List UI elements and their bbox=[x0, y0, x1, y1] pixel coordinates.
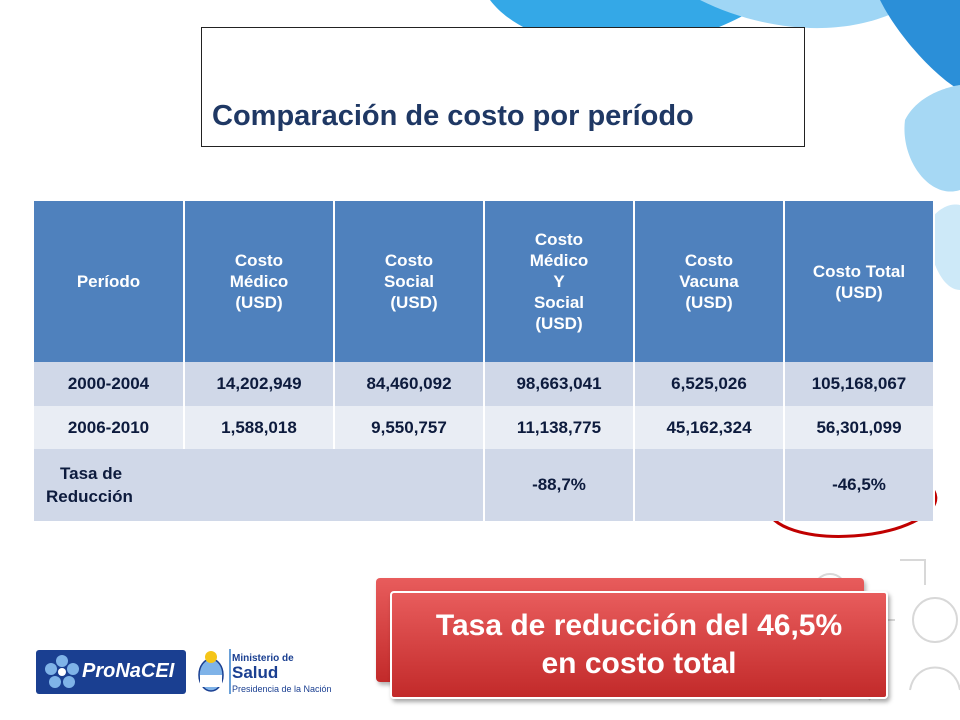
logo-divider bbox=[229, 649, 231, 694]
flower-icon bbox=[45, 655, 79, 688]
header-costo-medico-social: Costo Médico Y Social (USD) bbox=[484, 201, 635, 362]
ministerio-salud-logo: Ministerio de Salud Presidencia de la Na… bbox=[196, 645, 366, 700]
cell-vacuna: 6,525,026 bbox=[634, 362, 785, 406]
table-row: 2006-2010 1,588,018 9,550,757 11,138,775… bbox=[34, 406, 935, 449]
callout-line-2: en costo total bbox=[541, 647, 737, 680]
ministerio-line-2: Salud bbox=[232, 663, 279, 682]
callout-line-1: Tasa de reducción del 46,5% bbox=[435, 609, 843, 642]
cell-medico-social: 11,138,775 bbox=[484, 406, 635, 449]
pronacei-logo: ProNaCEI bbox=[36, 650, 186, 694]
title-box: Comparación de costo por período bbox=[201, 27, 805, 147]
cell-medico: 14,202,949 bbox=[184, 362, 335, 406]
reduction-medico-social: -88,7% bbox=[484, 449, 635, 521]
cell-period: 2000-2004 bbox=[34, 362, 185, 406]
reduction-row: Tasa de Reducción -88,7% -46,5% bbox=[34, 449, 935, 521]
cell-social: 84,460,092 bbox=[334, 362, 485, 406]
cell-vacuna: 45,162,324 bbox=[634, 406, 785, 449]
header-costo-medico: Costo Médico (USD) bbox=[184, 201, 335, 362]
reduction-label: Tasa de Reducción bbox=[34, 449, 485, 521]
table-header-row: Período Costo Médico (USD) Costo Social (USD… bbox=[34, 201, 935, 362]
header-costo-total: Costo Total (USD) bbox=[784, 201, 935, 362]
cell-medico-social: 98,663,041 bbox=[484, 362, 635, 406]
table-row: 2000-2004 14,202,949 84,460,092 98,663,0… bbox=[34, 362, 935, 406]
cell-social: 9,550,757 bbox=[334, 406, 485, 449]
cell-medico: 1,588,018 bbox=[184, 406, 335, 449]
reduction-callout: Tasa de reducción del 46,5% en costo tot… bbox=[390, 591, 888, 699]
header-costo-vacuna: Costo Vacuna (USD) bbox=[634, 201, 785, 362]
ministerio-line-1: Ministerio de bbox=[232, 653, 294, 664]
header-periodo: Período bbox=[34, 201, 185, 362]
cell-total: 105,168,067 bbox=[784, 362, 935, 406]
reduction-vacuna-empty bbox=[634, 449, 785, 521]
cost-table: Período Costo Médico (USD) Costo Social (USD… bbox=[34, 201, 935, 521]
coat-of-arms-icon bbox=[198, 651, 224, 692]
ministerio-line-3: Presidencia de la Nación bbox=[232, 684, 332, 694]
page-title: Comparación de costo por período bbox=[212, 100, 694, 132]
header-costo-social: Costo Social (USD) bbox=[334, 201, 485, 362]
pronacei-logo-text: ProNaCEI bbox=[82, 660, 175, 682]
cell-total: 56,301,099 bbox=[784, 406, 935, 449]
reduction-total: -46,5% bbox=[784, 449, 935, 521]
cell-period: 2006-2010 bbox=[34, 406, 185, 449]
